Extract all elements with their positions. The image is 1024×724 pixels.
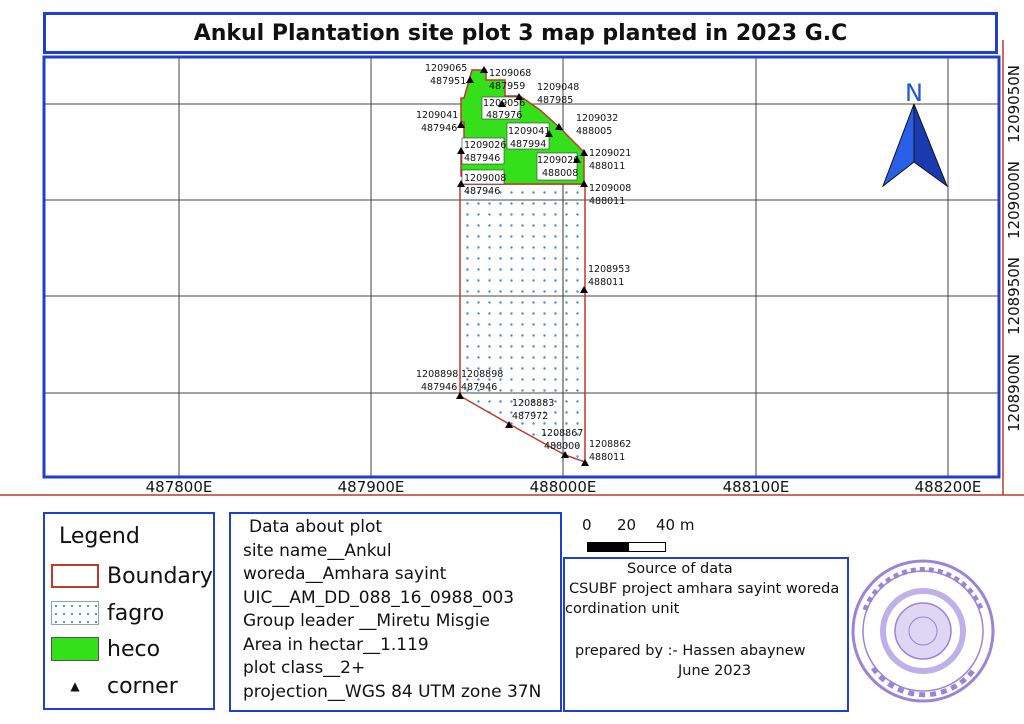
northing-label: 1209000N: [1005, 161, 1023, 239]
map-title-box: Ankul Plantation site plot 3 map planted…: [43, 12, 998, 54]
corner-label-n: 1209065: [425, 63, 467, 74]
plot-info-area: Area in hectar__1.119: [243, 634, 429, 655]
easting-label: 487800E: [146, 478, 213, 496]
prepared-by: prepared by :- Hassen abaynew: [575, 643, 806, 659]
scale-segment-black: [587, 542, 629, 552]
corner-label-n: 1208862: [589, 439, 631, 450]
source-heading: Source of data: [627, 561, 733, 577]
corner-label-e: 487994: [510, 139, 546, 150]
legend-item-boundary: Boundary: [51, 562, 213, 590]
corner-label-e: 487946: [464, 153, 500, 164]
green-fill-swatch-icon: [51, 637, 99, 661]
easting-label: 488200E: [915, 478, 982, 496]
outer-axis-lines: [0, 40, 1024, 496]
legend-label: heco: [107, 636, 161, 662]
legend-label: corner: [107, 673, 178, 699]
scale-segment-white: [628, 542, 666, 552]
corner-label-n: 1209068: [489, 68, 531, 79]
corner-label-n: 1209032: [576, 113, 618, 124]
easting-label: 488100E: [723, 478, 790, 496]
easting-labels: 487800E 487900E 488000E 488100E 488200E: [146, 478, 982, 496]
heco-label-boxes: [461, 96, 578, 185]
corner-label-e: 487972: [512, 411, 548, 422]
corner-label-e: 488005: [576, 126, 612, 137]
dotted-pattern-swatch-icon: [51, 601, 99, 625]
boundary-swatch-icon: [51, 564, 99, 588]
plot-info-heading: Data about plot: [249, 517, 383, 537]
corner-label-e: 487985: [537, 95, 573, 106]
northing-label: 1209050N: [1005, 65, 1023, 143]
legend-item-heco: heco: [51, 635, 160, 663]
northing-labels: 1209050N 1209000N 1208950N 1208900N: [1005, 65, 1023, 432]
corner-label-e: 488000: [544, 441, 580, 452]
north-arrow-icon: N: [881, 79, 949, 188]
corner-markers: [456, 66, 589, 466]
north-letter: N: [905, 79, 923, 107]
corner-labels: 1209065 487951 1209068 487959 1209048 48…: [416, 63, 631, 463]
corner-label-n: 1208953: [588, 264, 630, 275]
corner-label-e: 487959: [489, 81, 525, 92]
legend-label: fagro: [107, 600, 165, 626]
corner-label-n: 1209056: [483, 98, 525, 109]
corner-label-e: 488011: [589, 196, 625, 207]
corner-label-n: 1209041: [416, 110, 458, 121]
corner-label-e: 487976: [486, 110, 522, 121]
source-panel: Source of data CSUBF project amhara sayi…: [563, 557, 849, 712]
prepared-date: June 2023: [678, 663, 752, 679]
corner-label-e: 487951: [430, 76, 466, 87]
corner-label-n: 1208867: [541, 428, 583, 439]
corner-label-n: 1208883: [512, 398, 554, 409]
easting-label: 487900E: [338, 478, 405, 496]
northing-label: 1208950N: [1005, 257, 1023, 335]
corner-label-n: 1209026: [464, 140, 506, 151]
triangle-marker-icon: ▲: [70, 679, 80, 693]
scale-label: 40 m: [656, 516, 695, 534]
map-title: Ankul Plantation site plot 3 map planted…: [193, 20, 848, 46]
corner-label-n: 1209048: [537, 82, 579, 93]
corner-label-n: 1208898: [416, 369, 458, 380]
legend-title: Legend: [59, 524, 140, 549]
corner-label-n: 1209041: [508, 126, 550, 137]
corner-label-e: 487946: [421, 123, 457, 134]
corner-label-n: 1209021: [589, 148, 631, 159]
plot-info-projection: projection__WGS 84 UTM zone 37N: [243, 681, 542, 702]
corner-label-n: 1209008: [589, 183, 631, 194]
easting-label: 488000E: [530, 478, 597, 496]
corner-label-e: 488011: [589, 452, 625, 463]
legend-panel: Legend Boundary fagro heco ▲ corner: [43, 512, 215, 710]
corner-label-n: 1209008: [464, 173, 506, 184]
corner-label-e: 488008: [542, 168, 578, 179]
corner-label-n: 1208898: [461, 369, 503, 380]
legend-item-fagro: fagro: [51, 599, 164, 627]
plot-info-uic: UIC__AM_DD_088_16_0988_003: [243, 587, 515, 608]
corner-label-n: 1209026: [537, 155, 579, 166]
plot-info-class: plot class__2+: [243, 658, 366, 678]
source-line-1: CSUBF project amhara sayint woreda: [569, 581, 840, 597]
legend-label: Boundary: [107, 563, 213, 589]
plot-info-woreda: woreda__Amhara sayint: [243, 564, 447, 584]
corner-label-e: 487946: [421, 382, 457, 393]
corner-label-e: 488011: [588, 277, 624, 288]
scale-label: 0: [582, 516, 592, 534]
corner-label-e: 487946: [464, 186, 500, 197]
plot-info-group-leader: Group leader __Miretu Misgie: [243, 611, 490, 631]
legend-item-corner: ▲ corner: [51, 672, 178, 700]
scale-bar: 0 20 40 m: [582, 516, 704, 556]
corner-label-e: 487946: [461, 382, 497, 393]
scale-label: 20: [617, 516, 637, 534]
plot-info-site-name: site name__Ankul: [243, 540, 392, 561]
official-stamp-icon: [851, 559, 995, 703]
plot-info-panel: Data about plot site name__Ankul woreda_…: [229, 512, 562, 712]
source-line-2: cordination unit: [565, 601, 680, 617]
northing-label: 1208900N: [1005, 354, 1023, 432]
corner-label-e: 488011: [589, 161, 625, 172]
